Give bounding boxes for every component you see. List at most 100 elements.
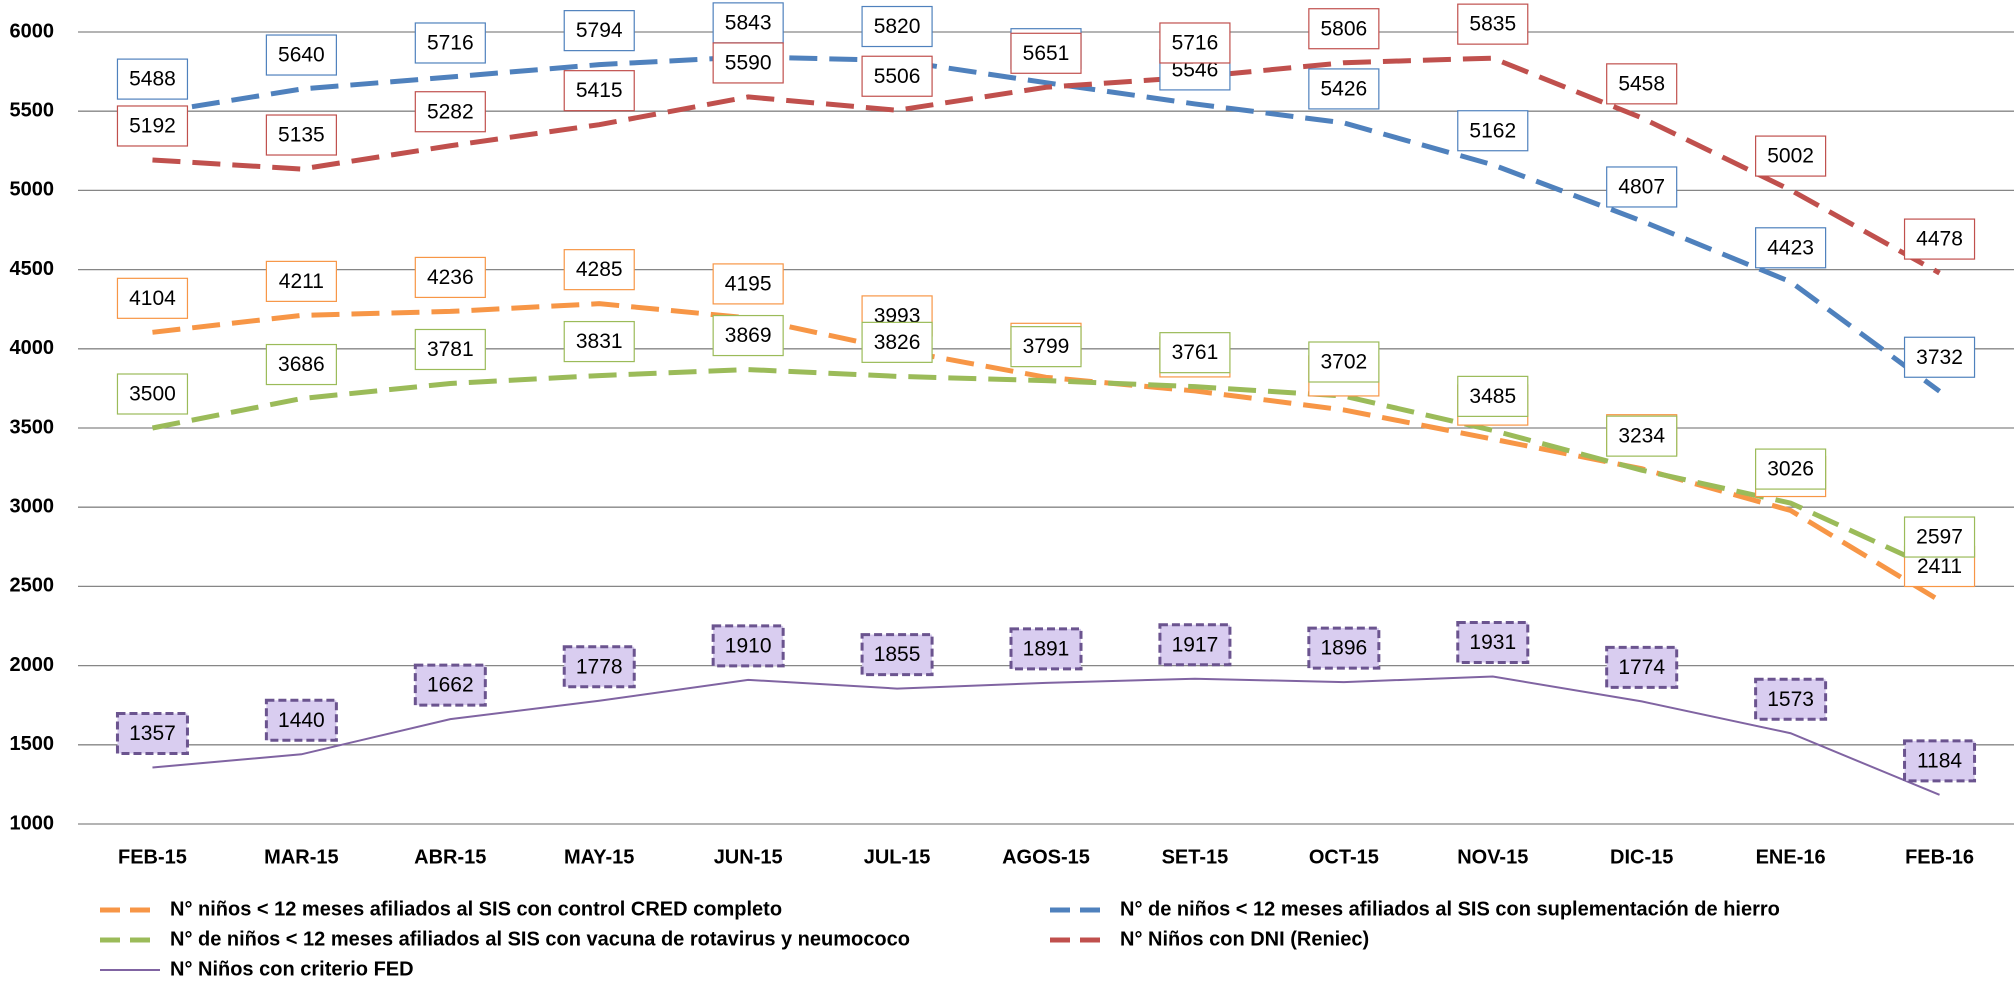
data-label-box xyxy=(1903,336,1976,378)
x-tick-label: SET-15 xyxy=(1162,846,1229,868)
data-label-box xyxy=(413,663,487,707)
data-label-box xyxy=(1456,621,1530,665)
data-label: 1910 xyxy=(725,634,772,657)
data-label: 4285 xyxy=(576,258,623,281)
data-label-box xyxy=(1606,415,1678,457)
legend-label: N° Niños con DNI (Reniec) xyxy=(1120,928,1369,950)
data-label-box xyxy=(1010,32,1082,74)
data-label-box xyxy=(712,42,784,84)
x-tick-label: FEB-16 xyxy=(1905,846,1974,868)
data-label-box xyxy=(712,2,784,44)
series-line xyxy=(152,54,1942,394)
data-label: 4211 xyxy=(279,270,324,293)
data-label: 5590 xyxy=(725,51,772,74)
data-label-box xyxy=(1903,516,1976,558)
data-label: 3686 xyxy=(278,353,325,376)
data-label: 4236 xyxy=(427,266,474,289)
data-label: 3485 xyxy=(1469,385,1516,408)
data-label-box xyxy=(265,343,337,386)
data-label-box xyxy=(1308,8,1380,50)
data-label-box xyxy=(563,70,635,112)
data-label-box xyxy=(1606,166,1678,208)
data-label-box xyxy=(1457,3,1529,45)
data-label: 1662 xyxy=(427,674,474,697)
data-label-box xyxy=(1010,326,1082,368)
data-label: 5458 xyxy=(1618,72,1665,95)
data-label: 4807 xyxy=(1618,176,1665,199)
data-label: 5651 xyxy=(1023,42,1070,65)
data-label-box xyxy=(1755,227,1827,269)
data-label-box xyxy=(861,5,933,48)
series-line xyxy=(152,675,1940,796)
x-tick-label: NOV-15 xyxy=(1457,846,1528,868)
data-label: 3761 xyxy=(1172,341,1219,364)
x-tick-label: ABR-15 xyxy=(414,846,486,868)
y-tick-label: 5000 xyxy=(10,179,55,201)
data-label: 3993 xyxy=(874,304,921,327)
y-tick-label: 2000 xyxy=(10,654,55,676)
x-tick-label: FEB-15 xyxy=(118,846,187,868)
data-label-box xyxy=(1159,22,1231,64)
y-tick-label: 3000 xyxy=(10,495,55,517)
data-label: 5820 xyxy=(874,15,921,38)
data-label-box xyxy=(116,277,189,319)
data-label: 5640 xyxy=(278,44,325,67)
data-label: 1440 xyxy=(278,709,325,732)
data-label-box xyxy=(1009,627,1083,671)
data-label: 1891 xyxy=(1023,637,1070,660)
data-label-box xyxy=(563,10,635,52)
data-label: 3026 xyxy=(1767,458,1814,481)
data-label-box xyxy=(414,22,486,64)
data-label-box xyxy=(116,105,189,147)
data-label-box xyxy=(1308,68,1380,110)
x-tick-label: ENE-16 xyxy=(1756,846,1826,868)
data-label: 4423 xyxy=(1767,236,1814,259)
x-tick-label: JUL-15 xyxy=(864,846,931,868)
data-label: 4195 xyxy=(725,272,772,295)
data-label-box xyxy=(1158,623,1232,667)
data-label: 3869 xyxy=(725,324,772,347)
data-label: 1774 xyxy=(1618,656,1665,679)
data-label-box xyxy=(1308,341,1380,383)
x-tick-label: MAY-15 xyxy=(564,846,634,868)
y-tick-label: 4500 xyxy=(10,258,55,280)
data-label: 5806 xyxy=(1320,17,1367,40)
data-label: 3500 xyxy=(129,383,176,406)
data-label: 2411 xyxy=(1917,555,1962,578)
data-label: 5426 xyxy=(1320,77,1367,100)
data-label-box xyxy=(265,114,337,156)
data-label: 1184 xyxy=(1917,749,1962,772)
data-label-box xyxy=(1903,218,1976,260)
y-tick-label: 3500 xyxy=(10,416,55,438)
data-label: 5415 xyxy=(576,79,623,102)
x-tick-label: OCT-15 xyxy=(1309,846,1379,868)
data-label-box xyxy=(1755,135,1827,177)
data-label: 5794 xyxy=(576,19,623,42)
data-label: 5546 xyxy=(1172,58,1219,81)
data-label: 1778 xyxy=(576,655,623,678)
data-label: 1855 xyxy=(874,643,921,666)
x-tick-label: JUN-15 xyxy=(714,846,783,868)
data-label-box xyxy=(1606,63,1678,105)
y-tick-label: 5500 xyxy=(10,99,55,121)
data-label-box xyxy=(265,260,337,302)
data-label: 5162 xyxy=(1469,119,1516,142)
data-label-box xyxy=(1755,448,1827,490)
data-label-box xyxy=(116,58,189,100)
legend-label: N° Niños con criterio FED xyxy=(170,958,414,980)
data-label: 1573 xyxy=(1767,688,1814,711)
data-label: 5506 xyxy=(874,65,921,88)
data-label: 5716 xyxy=(427,32,474,55)
data-label: 3826 xyxy=(874,331,921,354)
x-tick-label: AGOS-15 xyxy=(1002,846,1090,868)
data-label: 3234 xyxy=(1618,425,1665,448)
data-label: 3831 xyxy=(576,330,623,353)
data-label: 5192 xyxy=(129,115,176,138)
data-label-box xyxy=(712,314,784,357)
data-label-box xyxy=(712,263,784,305)
series-line xyxy=(151,367,1941,574)
data-label: 3732 xyxy=(1916,346,1963,369)
data-label: 4104 xyxy=(129,287,176,310)
data-label: 5843 xyxy=(725,11,772,34)
